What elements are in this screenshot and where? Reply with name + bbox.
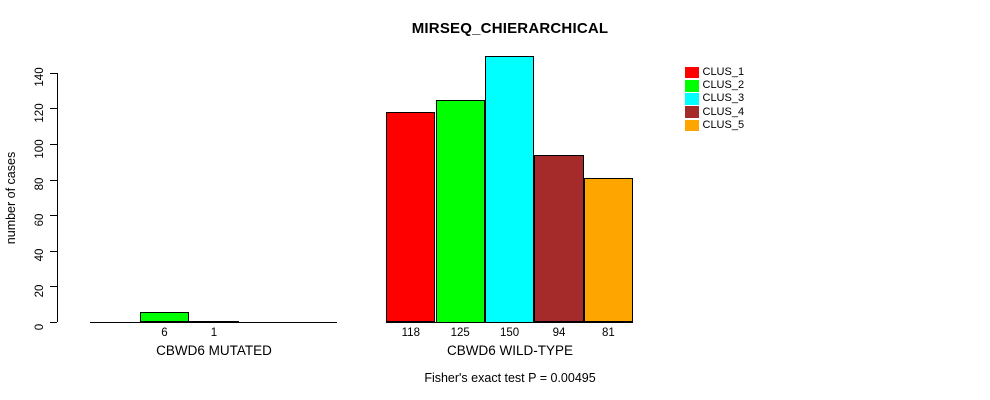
y-tick-label-text: 0 bbox=[34, 323, 46, 330]
legend-label: CLUS_1 bbox=[702, 66, 745, 78]
y-tick-mark bbox=[49, 250, 57, 252]
legend-label: CLUS_3 bbox=[702, 92, 745, 105]
legend-item-clus_3: CLUS_3 bbox=[685, 92, 744, 105]
fisher-test-subtitle: Fisher's exact test P = 0.00495 bbox=[424, 371, 596, 385]
bar-value-label: 94 bbox=[552, 326, 566, 339]
y-tick-mark bbox=[49, 286, 57, 288]
legend-label: CLUS_5 bbox=[702, 118, 745, 131]
bar-clus_1-group2 bbox=[386, 112, 436, 323]
legend-color-swatch bbox=[685, 80, 699, 92]
y-axis-line bbox=[57, 73, 59, 323]
y-tick-mark bbox=[49, 321, 57, 324]
y-tick-mark bbox=[49, 72, 57, 74]
bar-value-label: 150 bbox=[500, 326, 520, 339]
y-tick-mark bbox=[49, 179, 57, 181]
legend-label: CLUS_2 bbox=[702, 79, 745, 92]
group-label-wild-type: CBWD6 WILD-TYPE bbox=[446, 343, 574, 358]
bar-clus_2-group2 bbox=[435, 100, 485, 323]
y-tick-mark bbox=[49, 143, 57, 146]
bar-value-label: 118 bbox=[401, 326, 420, 339]
y-tick-label-text: 100 bbox=[34, 138, 46, 159]
bar-value-label: 125 bbox=[450, 326, 470, 339]
y-tick-mark bbox=[49, 108, 57, 110]
legend-item-clus_1: CLUS_1 bbox=[685, 66, 744, 79]
bar-clus_4-group2 bbox=[534, 155, 584, 323]
legend-color-swatch bbox=[685, 106, 699, 118]
y-tick-label-text: 120 bbox=[34, 103, 46, 123]
bar-value-label: 6 bbox=[161, 326, 168, 339]
bar-clus_3-group1 bbox=[189, 320, 239, 323]
legend-color-swatch bbox=[685, 93, 699, 105]
y-tick-label-text: 20 bbox=[34, 284, 46, 298]
legend-label: CLUS_4 bbox=[702, 105, 745, 118]
legend-item-clus_4: CLUS_4 bbox=[685, 106, 744, 119]
bar-value-label: 81 bbox=[601, 326, 615, 339]
y-tick-mark bbox=[49, 215, 57, 217]
bar-clus_5-group2 bbox=[583, 178, 634, 323]
legend: CLUS_1 CLUS_2 CLUS_3 CLUS_4 CLUS_5 bbox=[685, 66, 744, 132]
y-axis-label-text: number of cases bbox=[4, 151, 18, 245]
bar-clus_2-group1 bbox=[139, 311, 190, 323]
chart-title: MIRSEQ_CHIERARCHICAL bbox=[411, 20, 609, 37]
bar-value-label: 1 bbox=[210, 326, 218, 339]
legend-item-clus_5: CLUS_5 bbox=[685, 119, 744, 132]
legend-item-clus_2: CLUS_2 bbox=[685, 79, 744, 92]
legend-color-swatch bbox=[685, 66, 699, 79]
y-tick-label-text: 80 bbox=[34, 177, 46, 191]
group-label-mutated: CBWD6 MUTATED bbox=[156, 343, 272, 358]
y-tick-label-text: 140 bbox=[34, 67, 46, 87]
y-tick-label-text: 60 bbox=[34, 213, 46, 227]
y-tick-label-text: 40 bbox=[34, 248, 46, 262]
legend-color-swatch bbox=[685, 119, 699, 132]
bar-clus_3-group2 bbox=[484, 55, 535, 323]
